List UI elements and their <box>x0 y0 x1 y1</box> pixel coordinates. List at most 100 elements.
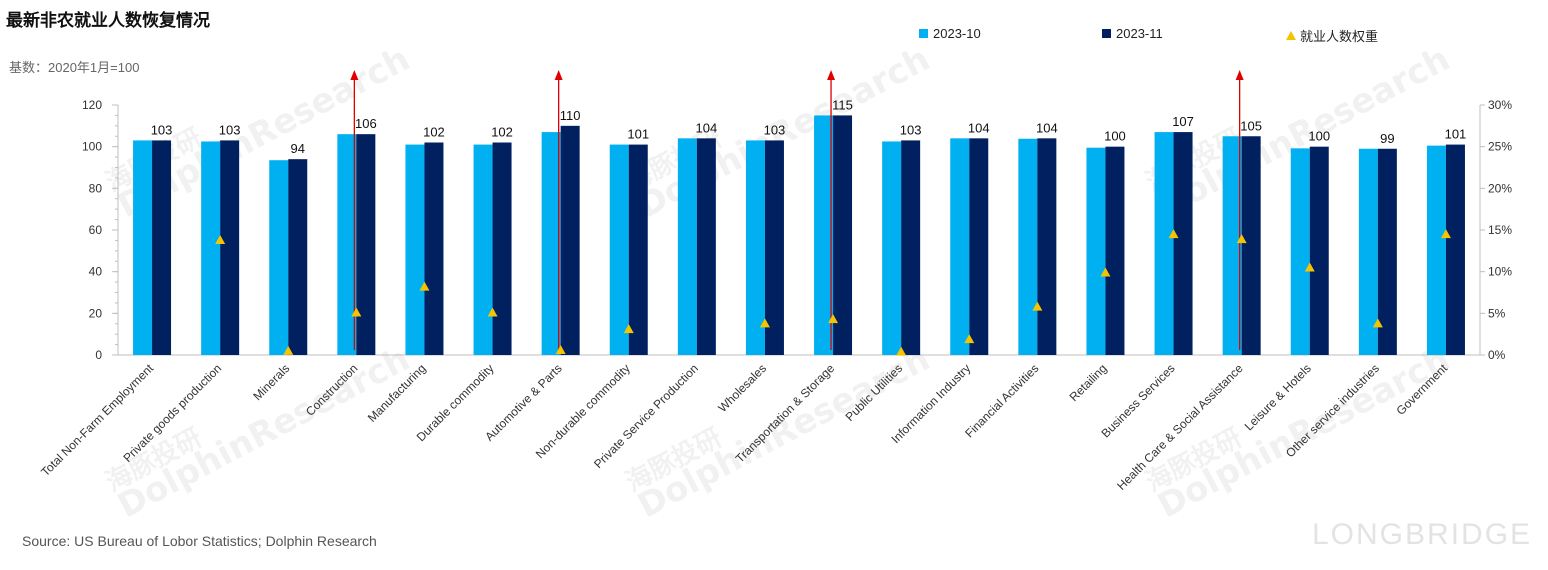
x-tick-label: Minerals <box>250 361 292 403</box>
y2-tick-label: 25% <box>1488 140 1512 154</box>
bar-2023-10 <box>1086 147 1106 355</box>
bar-2023-11 <box>1445 144 1465 355</box>
y-tick-label: 120 <box>82 98 102 112</box>
bar-2023-11 <box>1105 146 1125 355</box>
data-label: 104 <box>1036 120 1058 135</box>
bar-2023-10 <box>337 134 357 355</box>
bar-2023-11 <box>764 140 784 355</box>
data-label: 115 <box>832 97 853 112</box>
legend-swatch-2023-10 <box>919 29 928 38</box>
legend-label-weight: 就业人数权重 <box>1300 29 1379 44</box>
y2-tick-label: 20% <box>1488 181 1512 195</box>
bar-2023-10 <box>609 144 629 355</box>
y2-tick-label: 15% <box>1488 223 1512 237</box>
data-label: 105 <box>1240 118 1262 133</box>
y2-tick-label: 0% <box>1488 348 1506 362</box>
x-tick-label: Retailing <box>1067 361 1110 404</box>
bar-2023-10 <box>677 138 697 355</box>
legend-triangle-icon <box>1286 31 1296 40</box>
data-label: 100 <box>1104 129 1126 144</box>
weight-marker <box>1168 229 1179 239</box>
bar-2023-11 <box>1309 146 1329 355</box>
data-label: 106 <box>355 116 377 131</box>
bar-2023-11 <box>1173 132 1193 355</box>
bar-2023-10 <box>950 138 970 355</box>
red-arrow-head-icon <box>554 70 563 80</box>
bar-2023-11 <box>1377 148 1397 355</box>
bar-2023-10 <box>201 141 221 355</box>
bar-2023-11 <box>220 140 240 355</box>
y-tick-label: 0 <box>95 348 102 362</box>
bar-2023-10 <box>814 115 834 356</box>
bar-2023-11 <box>1037 138 1057 355</box>
weight-marker <box>623 324 634 334</box>
y2-tick-label: 10% <box>1488 265 1512 279</box>
bar-2023-10 <box>405 144 425 355</box>
bar-2023-11 <box>424 142 444 355</box>
data-label: 102 <box>491 125 513 140</box>
x-tick-label: Business Services <box>1098 361 1177 440</box>
y-tick-label: 80 <box>89 181 103 195</box>
weight-marker <box>1236 234 1247 244</box>
bar-2023-10 <box>1018 138 1038 355</box>
bar-2023-11 <box>560 125 580 355</box>
data-label: 101 <box>627 127 649 142</box>
bar-2023-11 <box>356 134 376 355</box>
bar-2023-10 <box>133 140 153 355</box>
data-label: 94 <box>291 141 305 156</box>
weight-marker <box>828 314 839 324</box>
data-label: 102 <box>423 125 445 140</box>
bar-2023-11 <box>696 138 716 355</box>
brand-logo: LONGBRIDGE <box>1312 518 1533 551</box>
weight-marker <box>896 346 907 356</box>
red-arrow-head-icon <box>350 70 359 80</box>
y2-tick-label: 30% <box>1488 98 1512 112</box>
weight-marker <box>419 281 430 291</box>
y-tick-label: 100 <box>82 140 102 154</box>
data-label: 103 <box>900 122 922 137</box>
data-label: 110 <box>560 108 581 123</box>
legend-label-2023-10: 2023-10 <box>933 26 981 41</box>
legend-item-weight: 就业人数权重 <box>1286 26 1378 45</box>
weight-marker <box>1100 267 1111 277</box>
y-tick-label: 60 <box>89 223 103 237</box>
bar-2023-11 <box>833 115 853 356</box>
x-tick-label: Wholesales <box>715 361 769 415</box>
legend-item-2023-11: 2023-11 <box>1102 26 1163 41</box>
bar-2023-10 <box>882 141 902 355</box>
data-label: 104 <box>968 120 990 135</box>
weight-marker <box>964 334 975 344</box>
data-label: 107 <box>1172 114 1194 129</box>
weight-marker <box>283 345 294 355</box>
source-note: Source: US Bureau of Lobor Statistics; D… <box>22 533 377 549</box>
data-label: 100 <box>1308 129 1330 144</box>
x-tick-label: Financial Activities <box>962 361 1041 440</box>
weight-marker <box>1372 318 1383 328</box>
weight-marker <box>555 345 566 354</box>
bar-2023-11 <box>628 144 648 355</box>
bar-2023-11 <box>969 138 989 355</box>
weight-marker <box>1304 262 1315 272</box>
chart-subtitle: 基数：2020年1月=100 <box>9 60 140 75</box>
weight-marker <box>351 307 362 317</box>
legend-swatch-2023-11 <box>1102 29 1111 38</box>
bar-2023-11 <box>901 140 921 355</box>
bar-2023-10 <box>1222 136 1242 355</box>
weight-marker <box>1032 301 1043 311</box>
bar-2023-11 <box>1241 136 1261 355</box>
bar-2023-10 <box>1426 145 1446 355</box>
bar-2023-10 <box>1358 148 1378 355</box>
weight-marker <box>487 307 498 317</box>
bar-2023-10 <box>473 144 493 355</box>
data-label: 101 <box>1445 127 1467 142</box>
bar-2023-10 <box>745 140 765 355</box>
y-tick-label: 20 <box>89 306 103 320</box>
bar-2023-11 <box>492 142 512 355</box>
bar-2023-10 <box>541 132 561 355</box>
weight-marker <box>1440 229 1451 239</box>
weight-marker <box>215 235 226 244</box>
y-tick-label: 40 <box>89 265 103 279</box>
data-label: 103 <box>219 122 241 137</box>
bar-2023-11 <box>152 140 172 355</box>
